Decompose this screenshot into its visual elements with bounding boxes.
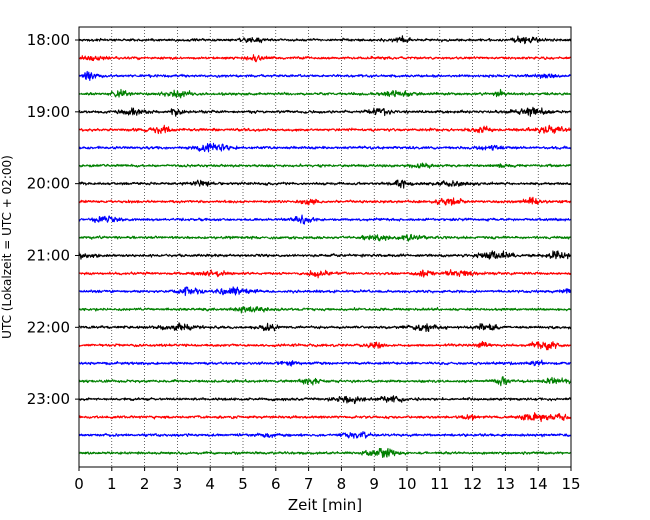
x-tick-label: 12 (463, 475, 482, 493)
trace-line (78, 286, 572, 297)
y-tick-label: 18:00 (27, 31, 70, 49)
plot-frame (78, 26, 572, 468)
x-tick-label: 4 (205, 475, 215, 493)
trace-line (78, 269, 572, 279)
trace-line (78, 88, 572, 99)
x-tick-label: 1 (107, 475, 117, 493)
y-tick-label: 21:00 (27, 246, 70, 264)
trace-line (78, 54, 572, 63)
trace-line (78, 124, 572, 135)
x-axis: 0 1 2 3 4 5 6 7 8 9 10 11 12 13 14 15 (74, 467, 581, 493)
trace-line (78, 359, 572, 367)
x-tick-label: 2 (140, 475, 150, 493)
trace-line (78, 376, 572, 387)
x-tick-label: 6 (271, 475, 281, 493)
grid-lines (111, 27, 539, 467)
x-tick-label: 8 (337, 475, 347, 493)
x-tick-label: 14 (529, 475, 548, 493)
trace-line (78, 431, 572, 439)
x-tick-label: 11 (430, 475, 449, 493)
x-tick-label: 13 (496, 475, 515, 493)
y-axis: 18:00 19:00 20:00 21:00 22:00 23:00 (27, 31, 79, 408)
trace-line (78, 142, 572, 153)
trace-line (78, 250, 572, 260)
trace-line (78, 179, 572, 189)
x-tick-label: 10 (397, 475, 416, 493)
trace-line (78, 196, 572, 206)
trace-line (78, 395, 572, 405)
x-tick-label: 3 (173, 475, 183, 493)
y-tick-label: 19:00 (27, 103, 70, 121)
trace-line (78, 106, 572, 117)
trace-line (78, 35, 572, 45)
x-tick-label: 0 (74, 475, 84, 493)
trace-line (78, 340, 572, 351)
trace-line (78, 412, 572, 423)
y-tick-label: 20:00 (27, 175, 70, 193)
x-tick-label: 7 (304, 475, 314, 493)
trace-line (78, 70, 572, 81)
trace-line (78, 214, 572, 225)
trace-line (78, 306, 572, 314)
y-tick-label: 23:00 (27, 390, 70, 408)
y-tick-label: 22:00 (27, 318, 70, 336)
x-tick-label: 15 (561, 475, 580, 493)
x-axis-label: Zeit [min] (288, 496, 362, 514)
x-tick-label: 5 (238, 475, 248, 493)
x-tick-label: 9 (369, 475, 379, 493)
trace-line (78, 233, 572, 242)
trace-line (78, 322, 572, 333)
y-axis-label: UTC (Lokalzeit = UTC + 02:00) (0, 155, 14, 339)
trace-line (78, 162, 572, 169)
trace-line (78, 447, 572, 459)
trace-series (78, 35, 572, 459)
